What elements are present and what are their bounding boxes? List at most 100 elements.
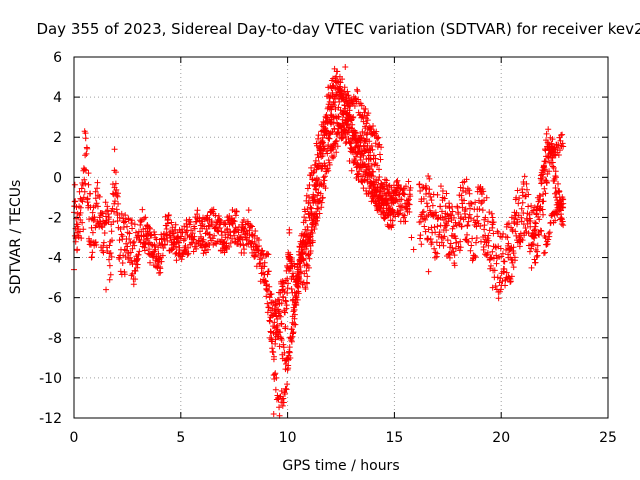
x-tick-labels: 0 5 10 15 20 25	[70, 430, 617, 446]
data-point	[389, 196, 396, 203]
data-point	[309, 176, 316, 183]
data-point	[240, 217, 247, 224]
data-point	[541, 185, 548, 192]
data-point	[538, 180, 545, 187]
data-point	[437, 183, 444, 190]
data-point	[105, 210, 112, 217]
data-point	[167, 234, 174, 241]
data-point	[127, 254, 134, 261]
data-point	[344, 109, 351, 116]
data-point	[339, 123, 346, 130]
data-point	[96, 193, 103, 200]
data-point	[81, 166, 88, 173]
data-point	[487, 262, 494, 269]
data-point	[361, 148, 368, 155]
data-point	[462, 214, 469, 221]
data-point	[288, 338, 295, 345]
data-point	[316, 160, 323, 167]
data-point	[129, 225, 136, 232]
data-point	[263, 281, 270, 288]
data-point	[542, 147, 549, 154]
y-tick-label: 0	[53, 170, 62, 186]
data-point	[284, 264, 291, 271]
data-point	[447, 240, 454, 247]
data-point	[505, 240, 512, 247]
data-point	[293, 301, 300, 308]
data-point	[546, 144, 553, 151]
data-point	[434, 250, 441, 257]
data-point	[446, 254, 453, 261]
data-point	[182, 235, 189, 242]
data-point	[528, 264, 535, 271]
data-point	[499, 250, 506, 257]
data-point	[327, 111, 334, 118]
data-point	[365, 110, 372, 117]
data-point	[463, 176, 470, 183]
data-point	[343, 96, 350, 103]
data-point	[354, 88, 361, 95]
data-point	[254, 246, 261, 253]
data-point	[441, 233, 448, 240]
data-point	[309, 197, 316, 204]
data-point	[182, 228, 189, 235]
data-point	[116, 237, 123, 244]
data-point	[176, 244, 183, 251]
data-point	[178, 233, 185, 240]
data-point	[428, 197, 435, 204]
data-point	[280, 344, 287, 351]
data-point	[328, 146, 335, 153]
data-point	[443, 222, 450, 229]
data-point	[84, 145, 91, 152]
data-point	[474, 217, 481, 224]
data-point	[523, 186, 530, 193]
data-point	[499, 278, 506, 285]
data-point	[495, 295, 502, 302]
y-tick-label: -4	[48, 251, 62, 267]
data-point	[230, 217, 237, 224]
data-point	[179, 229, 186, 236]
data-point	[283, 302, 290, 309]
data-point	[532, 259, 539, 266]
data-point	[276, 404, 283, 411]
data-point	[75, 234, 82, 241]
data-point	[279, 283, 286, 290]
data-point	[549, 163, 556, 170]
data-point	[319, 194, 326, 201]
data-point	[341, 84, 348, 91]
data-point	[190, 236, 197, 243]
data-point	[395, 191, 402, 198]
data-point	[354, 86, 361, 93]
data-point	[552, 168, 559, 175]
data-point	[476, 185, 483, 192]
data-point	[546, 168, 553, 175]
data-point	[119, 260, 126, 267]
data-point	[277, 334, 284, 341]
data-point	[315, 154, 322, 161]
data-point	[366, 166, 373, 173]
data-point	[480, 197, 487, 204]
data-point	[451, 262, 458, 269]
data-point	[332, 98, 339, 105]
data-point	[315, 135, 322, 142]
data-point	[559, 140, 566, 147]
data-point	[494, 274, 501, 281]
data-point	[304, 273, 311, 280]
data-point	[372, 184, 379, 191]
data-point	[297, 254, 304, 261]
data-point	[314, 151, 321, 158]
data-point	[194, 207, 201, 214]
data-point	[528, 245, 535, 252]
data-point	[540, 250, 547, 257]
data-point	[376, 151, 383, 158]
data-point	[478, 200, 485, 207]
data-point	[114, 218, 121, 225]
data-point	[443, 227, 450, 234]
data-point	[265, 251, 272, 258]
data-point	[374, 162, 381, 169]
data-point	[511, 220, 518, 227]
data-point	[519, 199, 526, 206]
data-point	[533, 206, 540, 213]
y-tick-label: 4	[53, 90, 62, 106]
data-point	[291, 306, 298, 313]
data-point	[318, 204, 325, 211]
